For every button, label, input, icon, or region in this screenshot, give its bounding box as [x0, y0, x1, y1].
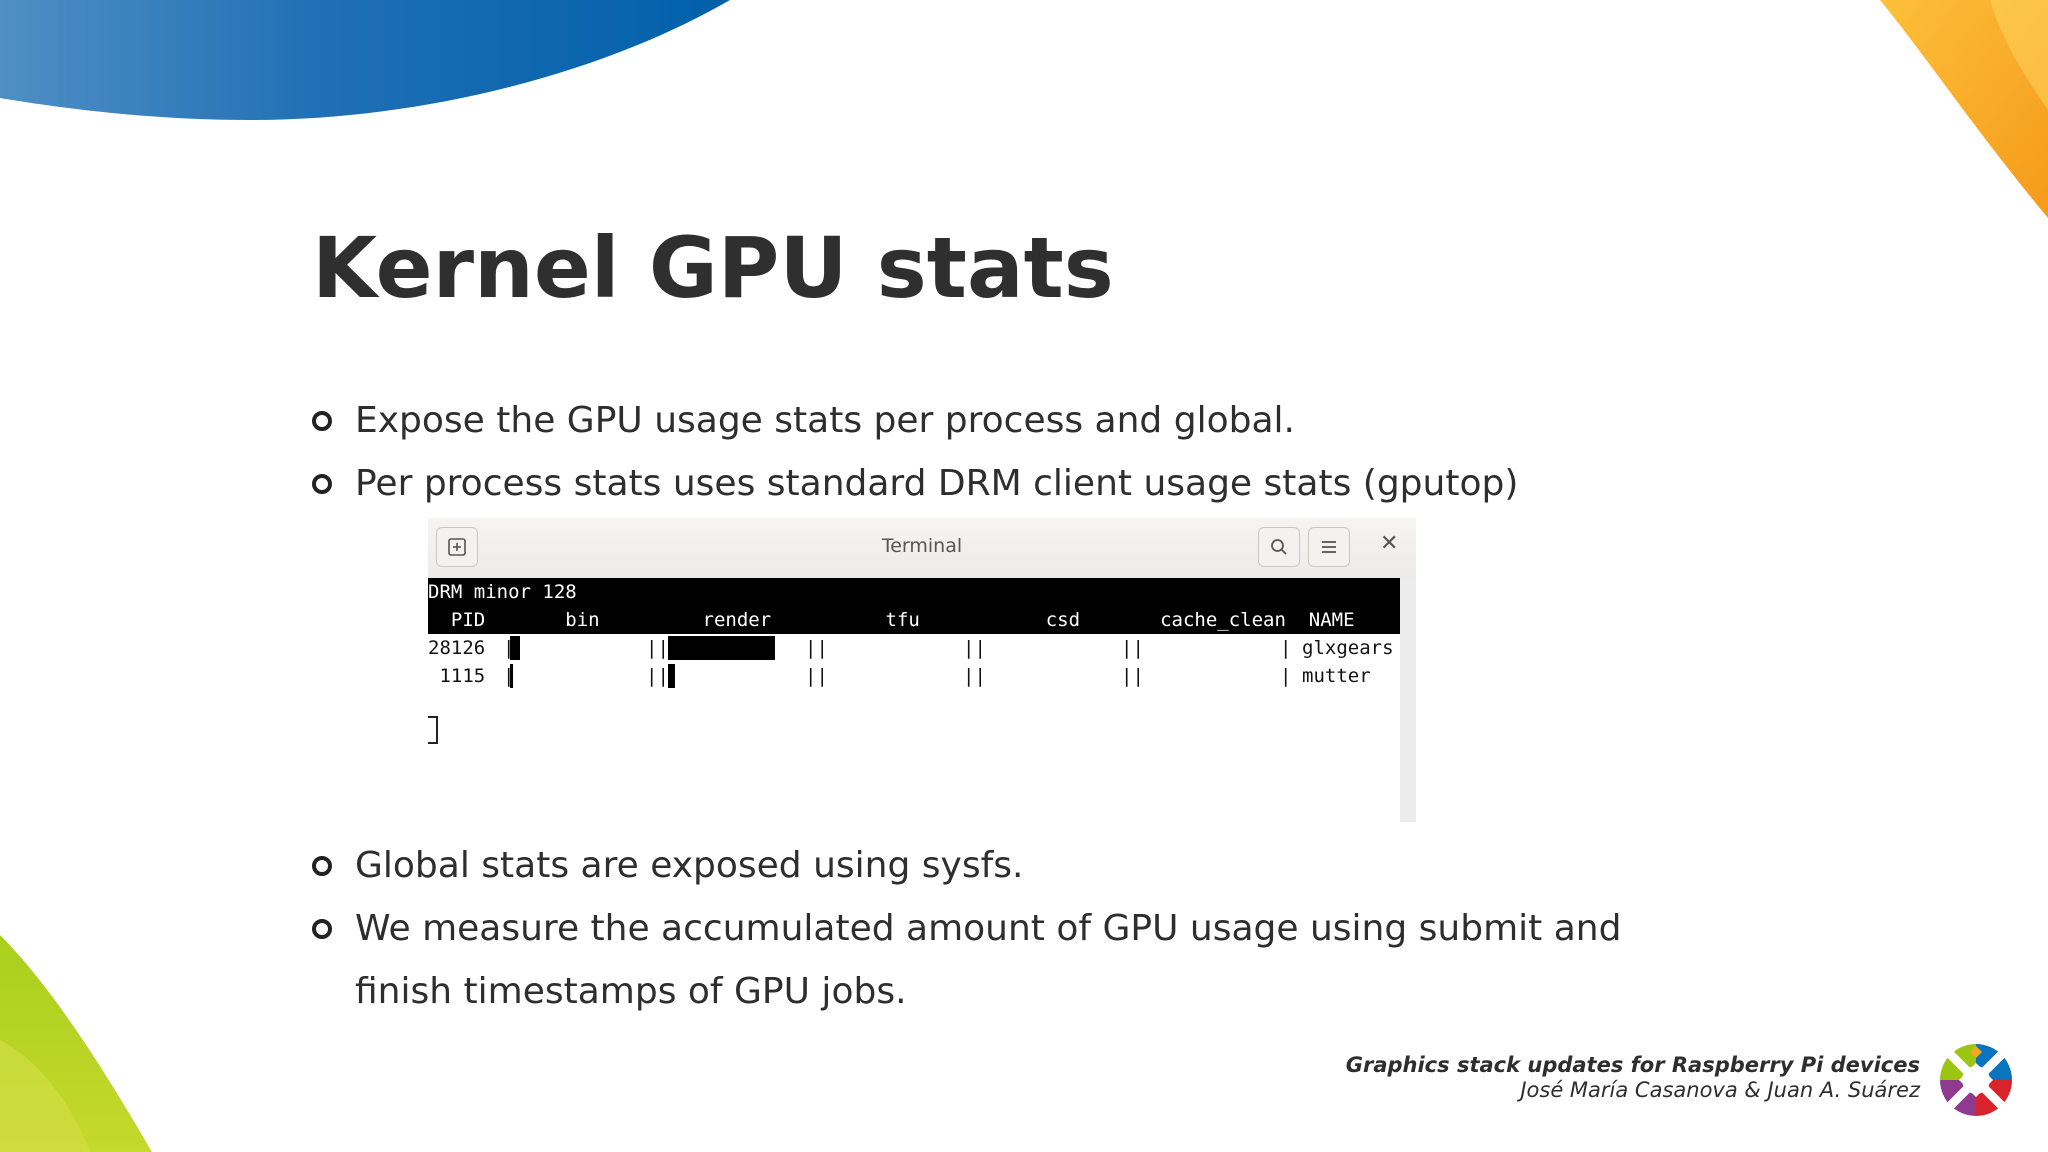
column-separators: || [805, 665, 828, 687]
usage-bar-render [668, 664, 675, 688]
green-corner-highlight [0, 1040, 90, 1152]
slide-footer: Graphics stack updates for Raspberry Pi … [1346, 1052, 1920, 1102]
footer-title: Graphics stack updates for Raspberry Pi … [1345, 1053, 1920, 1077]
search-icon [1271, 539, 1287, 555]
column-separators: || [963, 637, 986, 659]
column-separators: || [805, 637, 828, 659]
bullet-text: Expose the GPU usage stats per process a… [355, 400, 1295, 441]
usage-bar-bin [510, 636, 520, 660]
bullet-text: Per process stats uses standard DRM clie… [355, 463, 1519, 504]
bullet-item: Expose the GPU usage stats per process a… [312, 389, 1518, 452]
orange-corner-highlight [1990, 0, 2048, 110]
process-name: glxgears [1302, 637, 1394, 659]
column-separators: | [1280, 665, 1292, 687]
close-icon[interactable]: ✕ [1380, 531, 1399, 556]
terminal-screenshot: Terminal ✕ DRM minor 128 PID bin render … [428, 518, 1416, 822]
bullet-list-bottom: Global stats are exposed using sysfs. We… [312, 834, 1672, 1023]
new-tab-icon [448, 538, 466, 556]
header-highlight [428, 578, 1400, 634]
terminal-cursor [428, 716, 438, 744]
logo-icon [1940, 1044, 2012, 1116]
bullet-list-top: Expose the GPU usage stats per process a… [312, 389, 1518, 515]
terminal-titlebar: Terminal ✕ [428, 518, 1416, 579]
bullet-circle-icon [312, 411, 332, 431]
search-button[interactable] [1258, 527, 1300, 567]
slide-title: Kernel GPU stats [312, 219, 1114, 317]
menu-icon [1322, 541, 1336, 553]
column-separators: || [646, 637, 669, 659]
footer-authors: José María Casanova & Juan A. Suárez [1520, 1078, 1920, 1102]
column-separators: || [1121, 665, 1144, 687]
bullet-circle-icon [312, 919, 332, 939]
column-separators: | [1280, 637, 1292, 659]
orange-corner-shape [1880, 0, 2048, 218]
bullet-text: Global stats are exposed using sysfs. [355, 845, 1024, 886]
bullet-item: We measure the accumulated amount of GPU… [312, 897, 1672, 1023]
process-name: mutter [1302, 665, 1371, 687]
bullet-circle-icon [312, 474, 332, 494]
column-separators: | [503, 637, 515, 659]
bullet-text: We measure the accumulated amount of GPU… [355, 908, 1622, 1012]
column-separators: || [1121, 637, 1144, 659]
terminal-output: DRM minor 128 PID bin render tfu csd cac… [428, 578, 1400, 822]
new-tab-button[interactable] [436, 527, 478, 567]
usage-bar-bin [510, 664, 513, 688]
column-separators: || [963, 665, 986, 687]
terminal-scrollbar[interactable] [1400, 578, 1416, 822]
bullet-item: Per process stats uses standard DRM clie… [312, 452, 1518, 515]
terminal-title: Terminal [881, 535, 963, 557]
pid-cell: 1115 [428, 665, 486, 687]
menu-button[interactable] [1308, 527, 1350, 567]
column-separators: || [646, 665, 669, 687]
drm-minor-line: DRM minor 128 [428, 581, 577, 603]
usage-bar-render [668, 636, 775, 660]
blue-corner-shape [0, 0, 730, 120]
columns-header: PID bin render tfu csd cache_clean NAME [428, 609, 1355, 631]
pid-cell: 28126 [428, 637, 486, 659]
bullet-item: Global stats are exposed using sysfs. [312, 834, 1672, 897]
column-separators: | [503, 665, 515, 687]
bullet-circle-icon [312, 856, 332, 876]
